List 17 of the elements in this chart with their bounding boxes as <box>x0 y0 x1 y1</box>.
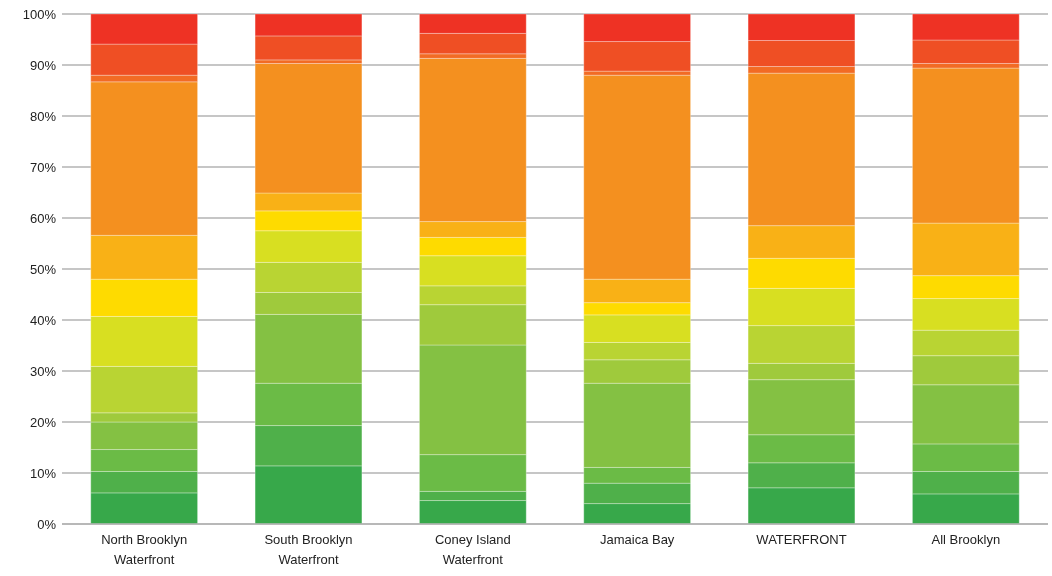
x-tick-label: WATERFRONT <box>756 532 847 547</box>
y-tick-label: 60% <box>29 210 57 226</box>
y-tick-label: 40% <box>29 312 57 328</box>
y-tick-label: 90% <box>29 57 57 73</box>
y-tick-label: 100% <box>22 6 57 22</box>
x-tick-label: All Brooklyn <box>931 532 1001 547</box>
y-tick-label: 70% <box>29 159 57 175</box>
x-tick-label: North Brooklyn Waterfront <box>101 532 188 567</box>
y-tick-label: 20% <box>29 414 57 430</box>
x-tick-label: Jamaica Bay <box>599 532 675 547</box>
y-tick-label: 80% <box>29 108 57 124</box>
y-tick-label: 50% <box>29 261 57 277</box>
y-tick-label: 10% <box>29 465 57 481</box>
x-tick-label: Coney Island Waterfront <box>434 532 511 567</box>
x-tick-label: South Brooklyn Waterfront <box>264 532 353 567</box>
y-tick-label: 0% <box>37 516 57 532</box>
y-tick-label: 30% <box>29 363 57 379</box>
